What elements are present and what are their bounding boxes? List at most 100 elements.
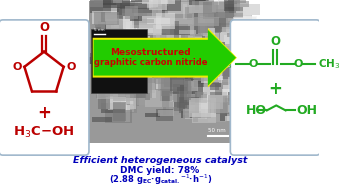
Bar [164,68,191,87]
Text: O: O [248,59,257,69]
Bar [153,26,170,47]
Bar [201,22,207,35]
Bar [224,0,234,11]
Bar [209,65,236,82]
Bar [190,0,208,13]
Bar [188,79,203,100]
Bar [109,64,137,78]
Bar [125,42,143,59]
Bar [194,74,209,81]
Bar [206,0,214,6]
Text: H$_3$C−OH: H$_3$C−OH [13,125,75,140]
Bar [224,35,233,52]
Text: Efficient heterogeneous catalyst: Efficient heterogeneous catalyst [73,156,247,165]
Bar [234,16,257,36]
Bar [158,110,174,116]
Bar [160,82,172,101]
Bar [201,95,223,109]
Text: +: + [37,104,51,122]
Bar [135,0,151,8]
Bar [233,111,251,119]
Bar [99,21,127,34]
Bar [104,46,116,57]
Bar [232,30,250,43]
Bar [225,4,235,18]
Bar [179,85,184,104]
Bar [89,57,116,64]
Bar [193,118,198,122]
Bar [129,46,141,64]
Text: O: O [270,35,280,48]
Bar [105,110,132,123]
Text: O: O [66,62,76,72]
Bar [116,75,120,90]
Bar [158,58,175,77]
Text: HO: HO [246,104,267,117]
Bar [225,116,248,121]
Bar [191,49,199,70]
Bar [193,0,206,2]
Bar [121,101,130,110]
Bar [157,80,183,89]
Text: O: O [12,62,21,72]
Bar [208,102,226,122]
Bar [102,68,129,81]
Bar [192,1,214,14]
Bar [177,87,187,108]
Bar [125,6,138,19]
Bar [113,95,134,101]
Bar [102,28,124,44]
Text: DMC yield: 78%: DMC yield: 78% [120,166,200,175]
Bar [216,23,234,29]
Bar [181,111,201,118]
Bar [193,17,220,37]
Bar [189,24,195,43]
Bar [151,0,172,3]
Bar [137,70,146,79]
Bar [192,113,216,123]
Bar [222,56,228,60]
Bar [234,85,258,106]
Bar [106,60,122,76]
Bar [96,27,101,40]
Bar [169,93,189,115]
Bar [120,69,145,75]
Bar [166,101,173,119]
Bar [129,56,136,70]
Bar [194,13,198,34]
Bar [187,1,204,20]
Bar [125,85,146,98]
Bar [234,4,260,15]
Bar [224,63,249,68]
Bar [188,36,207,52]
Bar [99,83,125,96]
Bar [194,0,208,6]
Bar [113,80,133,98]
Bar [207,33,212,46]
Bar [233,17,256,35]
Bar [198,88,206,101]
Bar [156,109,173,121]
Bar [155,38,172,42]
Bar [91,48,101,60]
Bar [138,0,158,7]
Bar [214,102,229,114]
Bar [91,30,95,35]
Bar [170,80,198,91]
Bar [200,95,225,114]
Bar [97,88,118,99]
Text: O: O [293,59,302,69]
Bar [147,33,166,43]
Bar [152,69,177,78]
Bar [94,70,110,84]
Bar [236,11,246,33]
Bar [169,94,195,102]
Bar [162,26,190,36]
Bar [120,3,147,9]
Bar [183,109,190,119]
Text: 50 nm: 50 nm [208,128,226,133]
Bar [189,98,216,117]
Bar [117,41,128,53]
Bar [232,39,257,44]
Bar [220,25,244,44]
